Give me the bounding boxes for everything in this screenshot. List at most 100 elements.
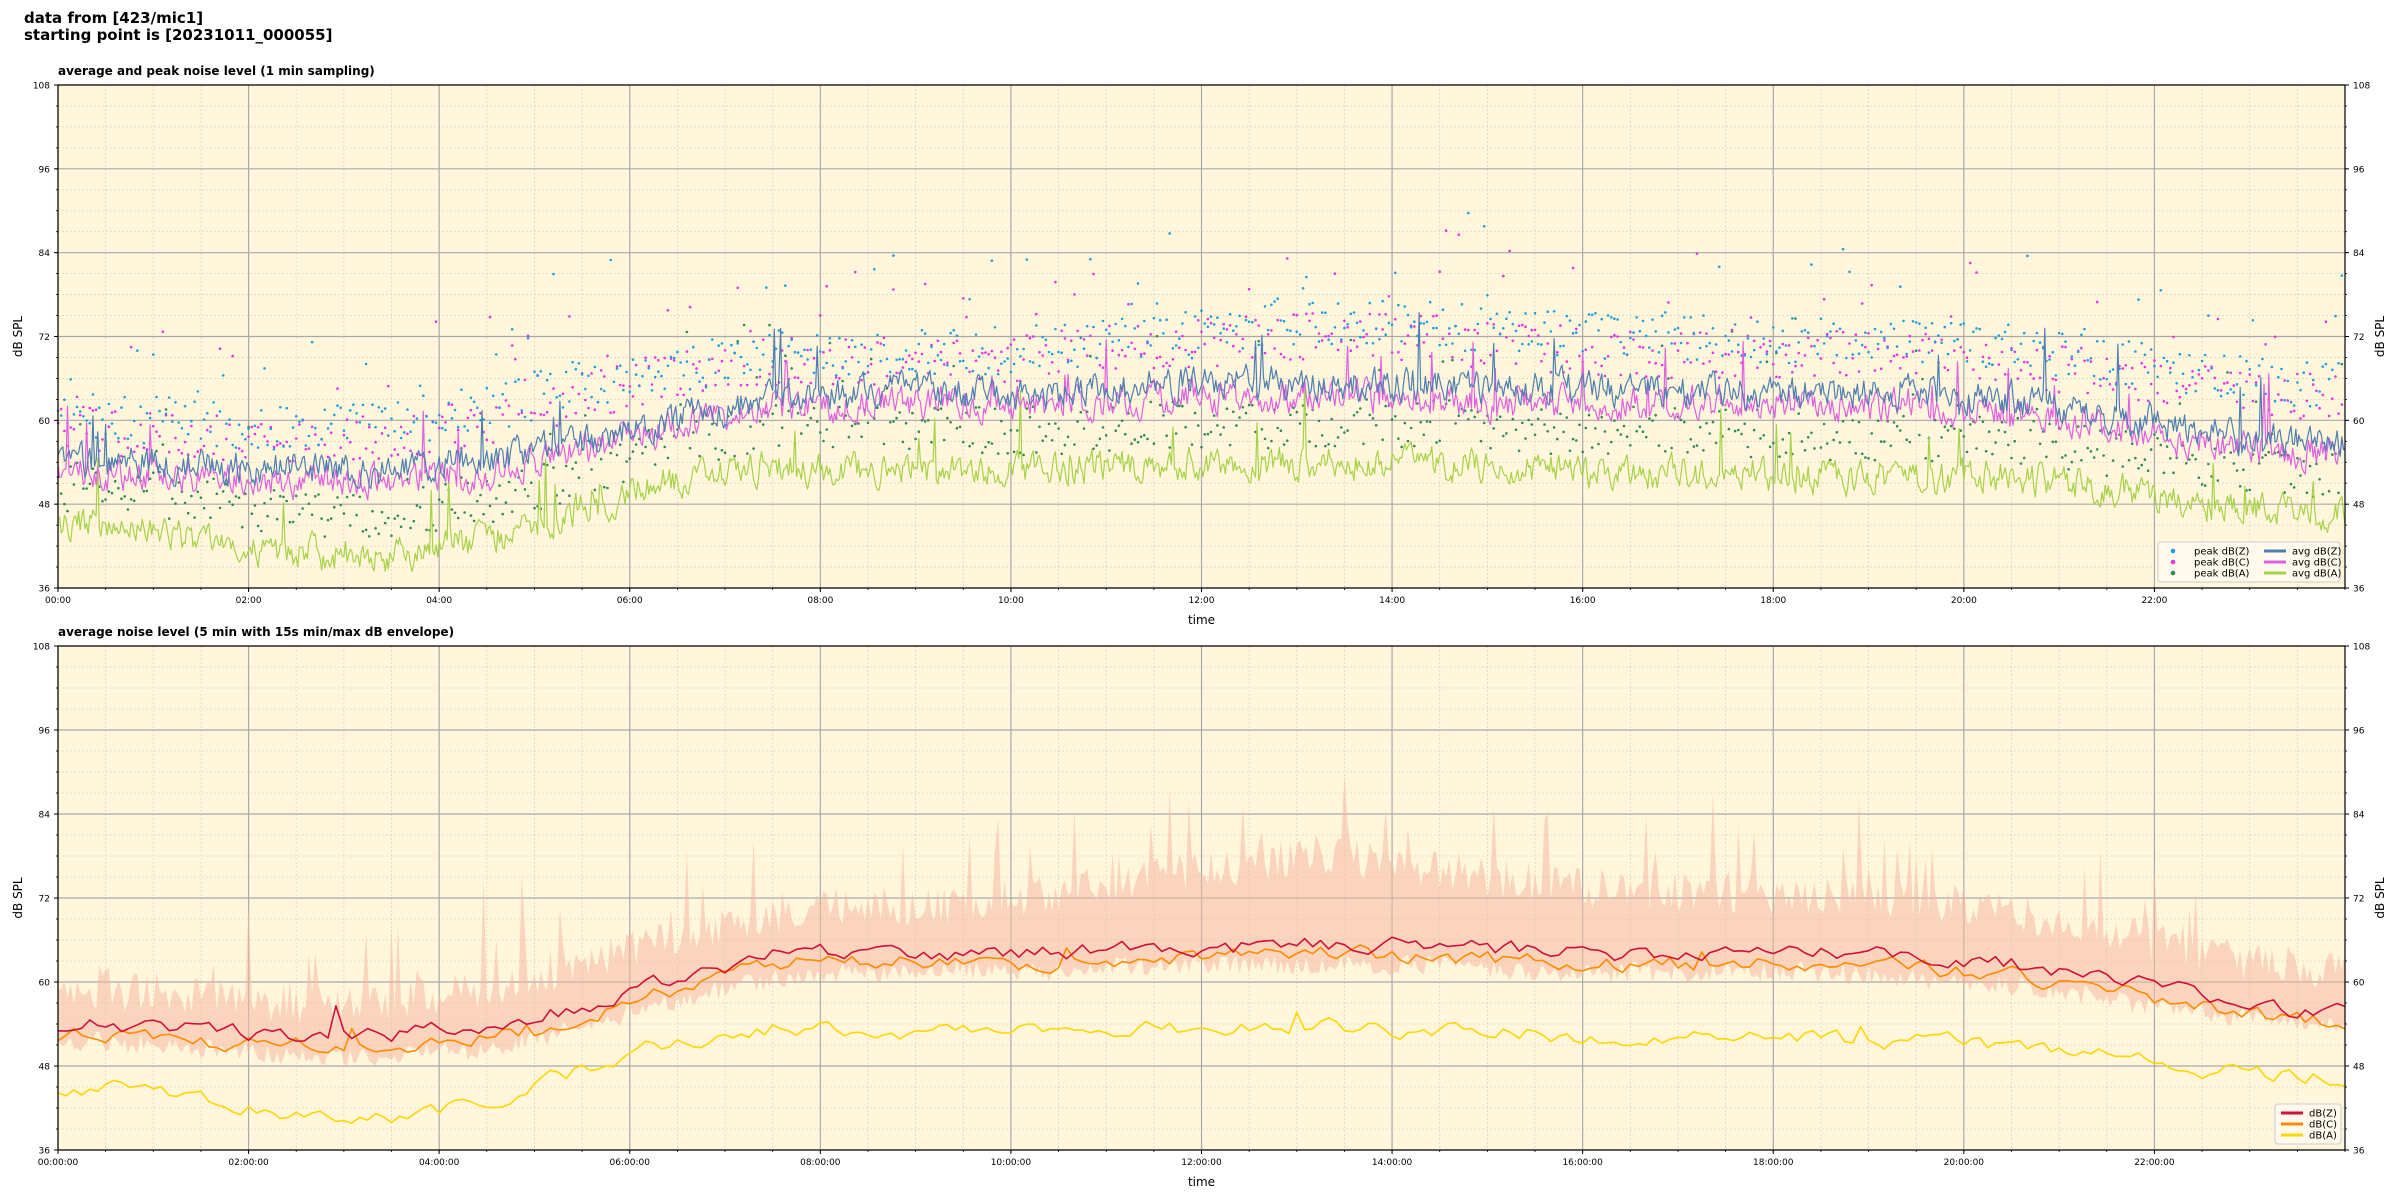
data-point	[342, 433, 346, 437]
y-tick-label: 96	[39, 165, 51, 175]
data-point	[1772, 326, 1775, 329]
data-point	[1778, 455, 1781, 458]
data-point	[1327, 334, 1330, 338]
data-point	[749, 368, 752, 372]
data-point	[815, 420, 819, 423]
data-point	[1644, 375, 1648, 378]
data-point	[1346, 429, 1349, 432]
data-point	[2165, 445, 2169, 448]
x-tick-label: 18:00	[1760, 596, 1786, 606]
data-point	[2334, 375, 2337, 378]
data-point	[695, 420, 698, 423]
data-point	[1689, 438, 1692, 441]
data-point	[263, 502, 266, 505]
data-point	[564, 415, 568, 418]
data-point	[1813, 447, 1816, 450]
data-point	[539, 413, 543, 416]
data-point	[437, 413, 441, 417]
data-point	[298, 513, 301, 516]
data-point	[580, 373, 584, 376]
data-point	[1073, 348, 1076, 352]
data-point	[1762, 342, 1765, 346]
data-point	[2121, 367, 2124, 370]
data-point	[253, 504, 257, 507]
data-point	[1101, 319, 1105, 323]
data-point	[2327, 489, 2331, 493]
data-point	[1178, 404, 1181, 408]
data-point	[2261, 456, 2264, 459]
data-point	[1104, 434, 1108, 437]
data-point	[955, 339, 959, 343]
data-point	[1883, 336, 1886, 340]
data-point	[2086, 359, 2089, 362]
data-point	[1597, 373, 1600, 376]
data-point	[123, 437, 126, 440]
x-tick-label: 02:00	[236, 596, 262, 606]
data-point	[145, 489, 149, 493]
data-point	[761, 353, 765, 357]
data-point	[2165, 359, 2169, 363]
data-point	[101, 418, 104, 421]
data-point	[793, 350, 797, 354]
data-point	[1635, 316, 1638, 319]
data-point	[1800, 330, 1804, 333]
data-point	[1708, 360, 1711, 363]
data-point	[911, 357, 914, 361]
data-point	[984, 372, 987, 376]
data-point	[1781, 329, 1785, 333]
data-point	[1044, 435, 1048, 438]
data-point	[993, 326, 997, 329]
data-point	[1791, 317, 1794, 320]
data-point	[358, 495, 362, 499]
data-point	[1098, 363, 1102, 367]
data-point	[2242, 468, 2245, 472]
data-point	[1162, 332, 1165, 335]
data-point	[113, 410, 117, 413]
data-point	[1845, 373, 1848, 377]
data-point	[1806, 336, 1810, 340]
data-point	[711, 357, 714, 361]
data-point	[501, 413, 505, 416]
data-point	[132, 499, 136, 503]
data-point	[190, 419, 193, 423]
data-point	[2257, 462, 2261, 465]
data-point	[1556, 437, 1559, 441]
data-point	[1330, 342, 1333, 346]
data-point	[1444, 343, 1448, 347]
y-tick-label-right: 96	[2353, 165, 2365, 175]
data-point	[1470, 409, 1473, 412]
data-point	[1330, 332, 1333, 336]
data-point	[2064, 340, 2067, 343]
data-point	[1298, 333, 1302, 336]
data-point	[1228, 324, 1232, 327]
data-point	[1981, 420, 1985, 424]
data-point	[218, 410, 222, 413]
data-point	[1956, 338, 1959, 341]
data-point	[2067, 468, 2070, 471]
data-point	[790, 367, 793, 370]
data-point	[622, 388, 625, 392]
data-point	[917, 360, 921, 363]
data-point	[2334, 314, 2337, 318]
data-point	[329, 431, 333, 435]
data-point	[1355, 345, 1359, 349]
data-point	[1810, 431, 1813, 435]
data-point	[1006, 346, 1009, 350]
data-point	[1803, 354, 1807, 357]
data-point	[1279, 429, 1283, 433]
data-point	[965, 315, 968, 319]
data-point	[1972, 330, 1975, 334]
data-point	[981, 451, 984, 455]
data-point	[596, 400, 600, 404]
data-point	[221, 374, 225, 377]
data-point	[1784, 344, 1788, 347]
data-point	[828, 349, 832, 352]
data-point	[545, 378, 549, 382]
data-point	[1073, 443, 1076, 446]
data-point	[161, 443, 165, 446]
data-point	[1924, 457, 1927, 460]
data-point	[387, 516, 390, 520]
data-point	[819, 350, 822, 353]
data-point	[1838, 327, 1842, 331]
data-point	[1406, 439, 1410, 443]
